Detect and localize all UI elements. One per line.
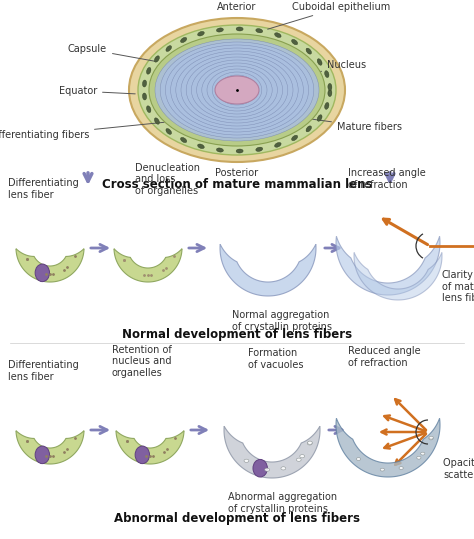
Ellipse shape <box>181 54 293 126</box>
Ellipse shape <box>129 18 345 162</box>
Ellipse shape <box>155 118 159 124</box>
Ellipse shape <box>292 39 298 45</box>
Polygon shape <box>16 248 84 282</box>
Ellipse shape <box>420 452 425 455</box>
Ellipse shape <box>274 142 281 147</box>
Ellipse shape <box>166 46 172 51</box>
Polygon shape <box>114 248 182 282</box>
Text: Normal development of lens fibers: Normal development of lens fibers <box>122 328 352 341</box>
Ellipse shape <box>236 149 243 153</box>
Ellipse shape <box>356 458 361 460</box>
Ellipse shape <box>155 56 159 62</box>
Ellipse shape <box>380 468 384 471</box>
Ellipse shape <box>317 115 322 121</box>
Ellipse shape <box>143 80 146 87</box>
Ellipse shape <box>328 84 332 91</box>
Text: Nucleus: Nucleus <box>270 60 366 84</box>
Ellipse shape <box>325 102 329 109</box>
Ellipse shape <box>256 147 263 151</box>
Ellipse shape <box>155 39 319 141</box>
Text: Capsule: Capsule <box>68 44 156 61</box>
Text: Differentiating fibers: Differentiating fibers <box>0 122 164 140</box>
Ellipse shape <box>181 37 187 43</box>
Text: Differentiating
lens fiber: Differentiating lens fiber <box>8 178 79 200</box>
Polygon shape <box>220 244 316 296</box>
Ellipse shape <box>181 137 187 143</box>
Ellipse shape <box>217 28 223 32</box>
Polygon shape <box>16 431 84 464</box>
Text: Abnormal aggregation
of crystallin proteins: Abnormal aggregation of crystallin prote… <box>228 492 337 514</box>
Ellipse shape <box>325 71 329 78</box>
Ellipse shape <box>215 76 259 104</box>
Text: Cuboidal epithelium: Cuboidal epithelium <box>268 2 390 29</box>
Text: Normal aggregation
of crystallin proteins: Normal aggregation of crystallin protein… <box>232 310 332 331</box>
Polygon shape <box>336 236 440 295</box>
Polygon shape <box>116 431 184 464</box>
Ellipse shape <box>35 446 49 464</box>
Ellipse shape <box>300 454 305 458</box>
Ellipse shape <box>264 468 270 471</box>
Ellipse shape <box>198 144 204 149</box>
Ellipse shape <box>135 446 149 464</box>
Ellipse shape <box>207 69 267 111</box>
Ellipse shape <box>160 42 314 138</box>
Text: Anterior: Anterior <box>217 2 257 12</box>
Text: Mature fibers: Mature fibers <box>292 116 402 132</box>
Ellipse shape <box>186 57 288 123</box>
Text: Denucleation
and loss
of organelles: Denucleation and loss of organelles <box>135 163 200 196</box>
Ellipse shape <box>328 89 332 96</box>
Text: Abnormal development of lens fibers: Abnormal development of lens fibers <box>114 512 360 525</box>
Ellipse shape <box>429 437 433 440</box>
Ellipse shape <box>256 29 263 33</box>
Ellipse shape <box>138 25 336 155</box>
Ellipse shape <box>317 59 322 65</box>
Ellipse shape <box>306 126 311 132</box>
Ellipse shape <box>429 436 433 439</box>
Text: Increased angle
of refraction: Increased angle of refraction <box>348 168 426 190</box>
Text: Equator: Equator <box>59 86 135 96</box>
Ellipse shape <box>165 45 309 135</box>
Ellipse shape <box>176 51 298 129</box>
Text: Posterior: Posterior <box>216 168 258 178</box>
Ellipse shape <box>236 27 243 31</box>
Text: Opacity and light
scattering: Opacity and light scattering <box>443 458 474 480</box>
Ellipse shape <box>308 441 312 444</box>
Ellipse shape <box>292 135 298 141</box>
Polygon shape <box>336 418 440 477</box>
Text: Retention of
nucleus and
organelles: Retention of nucleus and organelles <box>112 345 172 378</box>
Ellipse shape <box>146 67 151 74</box>
Ellipse shape <box>146 106 151 113</box>
Ellipse shape <box>417 457 421 459</box>
Ellipse shape <box>198 31 204 36</box>
Ellipse shape <box>202 66 272 114</box>
Ellipse shape <box>212 72 262 108</box>
Text: Differentiating
lens fiber: Differentiating lens fiber <box>8 361 79 382</box>
Ellipse shape <box>143 93 146 100</box>
Ellipse shape <box>149 34 325 146</box>
Ellipse shape <box>399 467 403 469</box>
Ellipse shape <box>35 264 49 282</box>
Ellipse shape <box>274 33 281 38</box>
Ellipse shape <box>171 48 303 132</box>
Polygon shape <box>224 426 320 478</box>
Ellipse shape <box>306 48 311 54</box>
Ellipse shape <box>281 467 286 470</box>
Ellipse shape <box>218 75 256 105</box>
Text: Reduced angle
of refraction: Reduced angle of refraction <box>348 347 420 368</box>
Polygon shape <box>354 252 442 300</box>
Ellipse shape <box>244 459 249 462</box>
Ellipse shape <box>217 148 223 152</box>
Text: Formation
of vacuoles: Formation of vacuoles <box>248 348 303 370</box>
Ellipse shape <box>307 442 312 445</box>
Ellipse shape <box>166 128 172 134</box>
Ellipse shape <box>253 459 267 477</box>
Text: Cross section of mature mammalian lens: Cross section of mature mammalian lens <box>102 178 372 191</box>
Ellipse shape <box>191 60 283 120</box>
Ellipse shape <box>296 458 301 461</box>
Text: Clarity
of mature
lens fiber: Clarity of mature lens fiber <box>442 270 474 303</box>
Ellipse shape <box>197 63 277 117</box>
